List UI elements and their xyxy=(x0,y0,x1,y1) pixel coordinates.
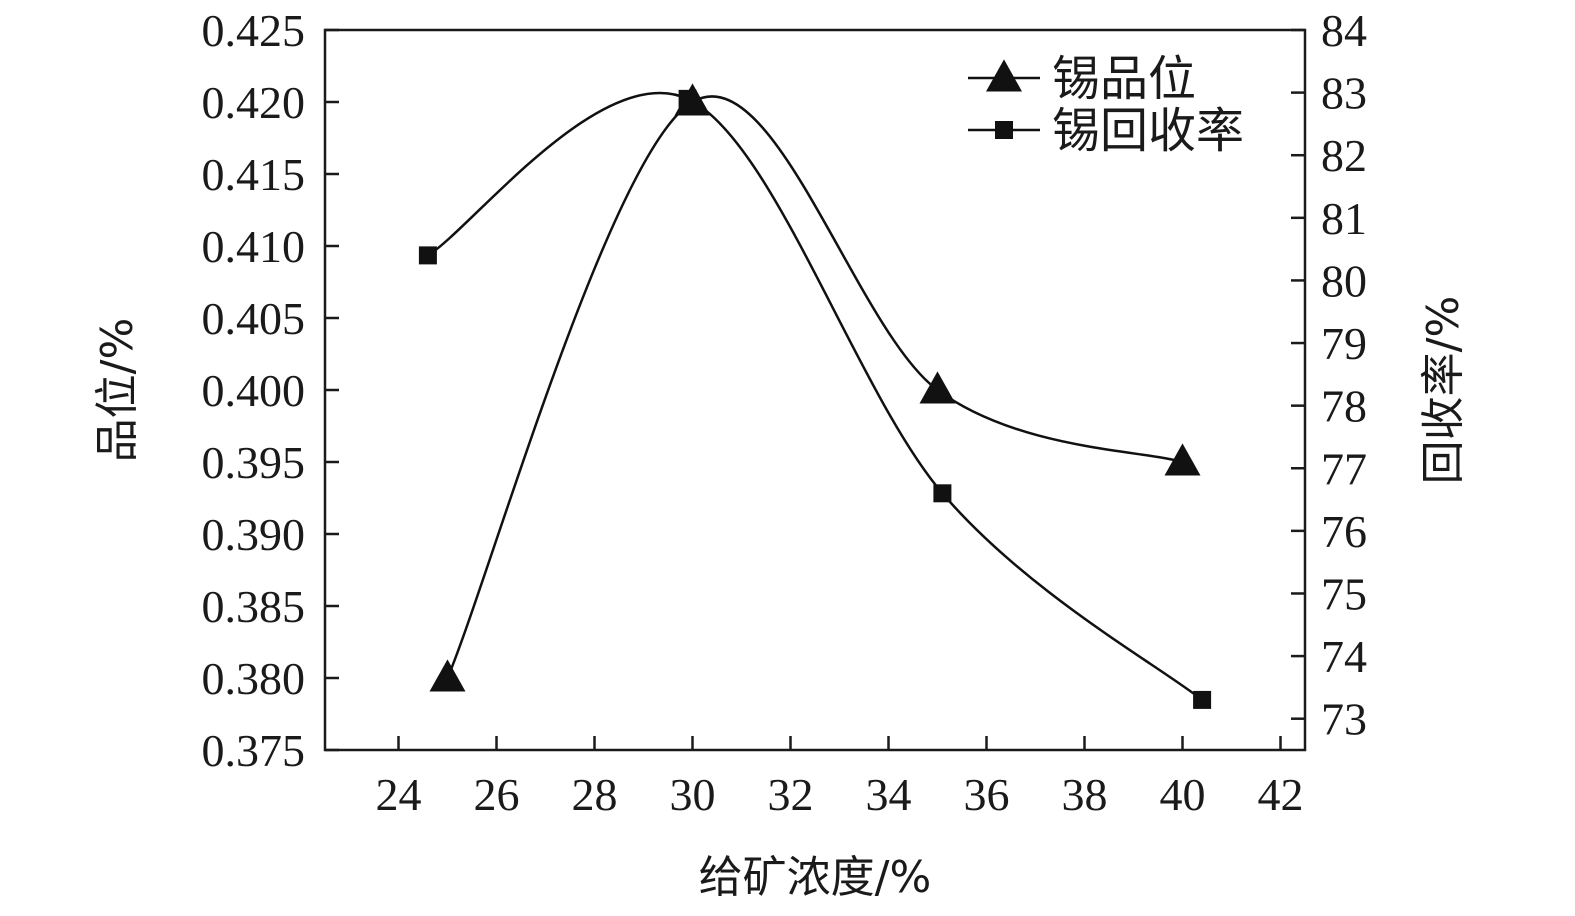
y-right-tick-label: 74 xyxy=(1321,631,1367,682)
x-tick-label: 36 xyxy=(964,769,1010,820)
legend-label: 锡回收率 xyxy=(1052,103,1244,159)
triangle-marker xyxy=(986,59,1022,92)
y-right-tick-label: 78 xyxy=(1321,381,1367,432)
y-axis-left: 0.425 0.420 0.415 0.410 0.405 0.400 0.395 0.390… xyxy=(202,5,339,776)
x-axis: 24 26 28 30 32 34 36 38 40 42 xyxy=(376,736,1304,820)
square-marker xyxy=(678,89,697,108)
y-right-tick-label: 73 xyxy=(1321,694,1367,745)
x-axis-title: 给矿浓度/% xyxy=(699,852,932,903)
y-left-tick-label: 0.410 xyxy=(202,221,306,272)
y-right-tick-label: 83 xyxy=(1321,68,1367,119)
y-right-tick-label: 75 xyxy=(1321,568,1367,619)
y-axis-right: 84 83 82 81 80 79 78 77 76 75 74 73 xyxy=(1291,5,1367,745)
x-tick-label: 24 xyxy=(376,769,422,820)
x-tick-label: 42 xyxy=(1258,769,1304,820)
y-right-tick-label: 80 xyxy=(1321,255,1367,306)
series-line xyxy=(427,91,1203,701)
triangle-marker xyxy=(1164,443,1201,476)
y-right-tick-label: 77 xyxy=(1321,443,1367,494)
y-left-tick-label: 0.415 xyxy=(202,149,306,200)
x-tick-label: 32 xyxy=(768,769,814,820)
y-left-tick-label: 0.375 xyxy=(202,725,306,776)
y-left-tick-label: 0.405 xyxy=(202,293,306,344)
series-line xyxy=(446,95,1183,679)
legend-item: 锡品位 xyxy=(968,51,1196,107)
series-layer xyxy=(418,83,1212,709)
x-tick-label: 26 xyxy=(474,769,520,820)
y-axis-left-title: 品位/% xyxy=(92,318,143,463)
y-axis-right-title: 回收率/% xyxy=(1418,296,1469,485)
triangle-marker xyxy=(429,659,466,692)
x-tick-label: 28 xyxy=(572,769,618,820)
y-right-tick-label: 82 xyxy=(1321,130,1367,181)
square-marker xyxy=(995,121,1013,139)
y-right-tick-label: 79 xyxy=(1321,318,1367,369)
x-tick-label: 40 xyxy=(1160,769,1206,820)
series-grade xyxy=(429,83,1201,692)
y-left-tick-label: 0.395 xyxy=(202,437,306,488)
y-right-tick-label: 76 xyxy=(1321,506,1367,557)
y-right-tick-label: 84 xyxy=(1321,5,1367,56)
y-right-tick-label: 81 xyxy=(1321,193,1367,244)
x-tick-label: 30 xyxy=(670,769,716,820)
y-left-tick-label: 0.390 xyxy=(202,509,306,560)
square-marker xyxy=(933,484,952,503)
square-marker xyxy=(1193,690,1212,709)
y-left-tick-label: 0.380 xyxy=(202,653,306,704)
y-left-tick-label: 0.420 xyxy=(202,77,306,128)
triangle-marker xyxy=(919,371,956,404)
x-tick-label: 38 xyxy=(1062,769,1108,820)
y-left-tick-label: 0.425 xyxy=(202,5,306,56)
x-tick-label: 34 xyxy=(866,769,912,820)
legend-label: 锡品位 xyxy=(1052,51,1196,107)
legend-item: 锡回收率 xyxy=(968,103,1244,159)
series-recovery xyxy=(418,89,1212,709)
square-marker xyxy=(418,246,437,265)
y-left-tick-label: 0.400 xyxy=(202,365,306,416)
y-left-tick-label: 0.385 xyxy=(202,581,306,632)
